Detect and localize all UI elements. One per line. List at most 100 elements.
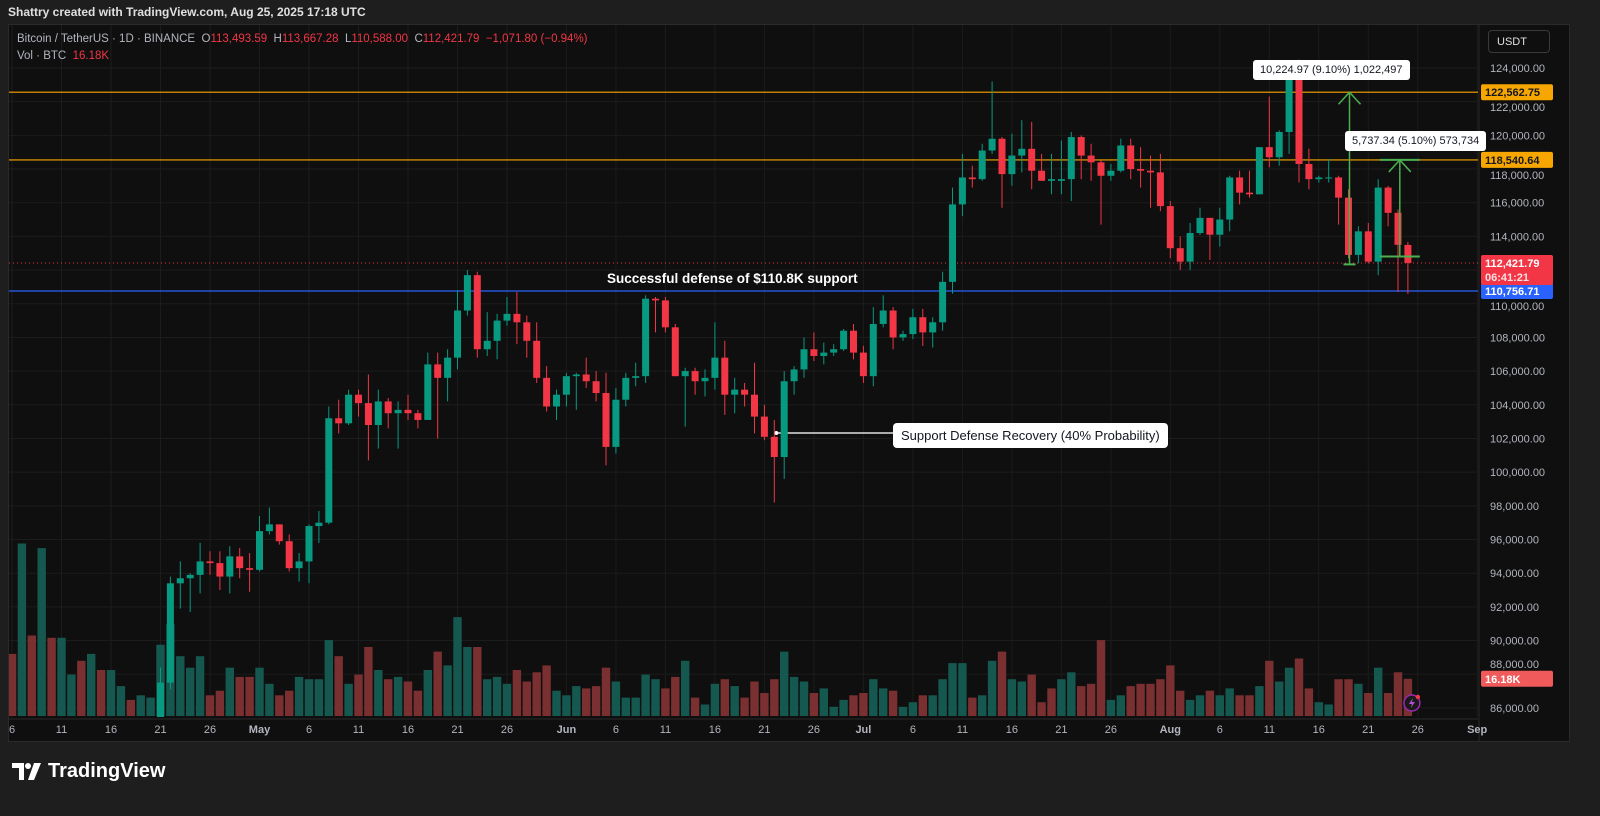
candle-body	[1226, 177, 1234, 220]
volume-bar	[1106, 699, 1116, 716]
candle-body	[1008, 155, 1016, 175]
candle-body	[434, 364, 442, 378]
resistance-price-tag-bg	[1481, 151, 1553, 168]
candle-body	[622, 377, 630, 400]
candle-body	[929, 322, 937, 333]
volume-bar	[631, 697, 640, 716]
candle-body	[1206, 217, 1214, 235]
price-tick-label: 114,000.00	[1490, 231, 1544, 243]
date-tick-label: 11	[56, 724, 67, 736]
volume-bar	[1205, 690, 1215, 716]
date-tick-label: 26	[1105, 724, 1117, 736]
date-tick-label: Aug	[1160, 724, 1181, 736]
volume-bar	[47, 637, 56, 716]
volume-bar	[1047, 688, 1056, 716]
date-tick-label: 11	[957, 724, 968, 736]
volume-bar	[869, 679, 878, 716]
candle-body	[751, 394, 758, 417]
volume-bar	[661, 688, 670, 716]
volume-bar	[294, 676, 304, 716]
volume-bar	[413, 690, 423, 716]
volume-tag: 16.18K	[1485, 674, 1521, 686]
candle-body	[562, 376, 570, 395]
candle-body	[1028, 148, 1036, 171]
volume-bar	[720, 679, 729, 716]
volume-bar	[1235, 695, 1244, 716]
price-tick-label: 122,000.00	[1490, 102, 1545, 114]
volume-bar	[968, 697, 977, 716]
volume-bar	[1007, 679, 1017, 716]
volume-bar	[285, 690, 294, 716]
candle-body	[949, 204, 956, 282]
candle-body	[869, 323, 877, 377]
volume-bar	[819, 688, 828, 716]
candle-body	[374, 401, 382, 426]
candle-body	[424, 364, 432, 420]
volume-bar	[780, 651, 789, 716]
volume-bar	[1334, 679, 1343, 716]
recovery-callout[interactable]: Support Defense Recovery (40% Probabilit…	[893, 423, 1168, 448]
candle-body	[1186, 233, 1194, 262]
volume-bar	[690, 697, 700, 716]
change-value: −1,071.80 (−0.94%)	[485, 33, 588, 45]
volume-bar	[473, 647, 482, 716]
volume-bar	[512, 670, 522, 716]
volume-bar	[245, 676, 254, 716]
candle-body	[968, 177, 976, 180]
bar-countdown: 06:41:21	[1485, 272, 1529, 284]
price-tick-label: 98,000.00	[1490, 501, 1539, 513]
candle-body	[899, 334, 907, 338]
candle-body	[642, 298, 650, 377]
volume-bar	[116, 686, 126, 716]
candle-body	[1077, 137, 1085, 156]
volume-bar	[958, 663, 967, 716]
volume-bar	[1086, 683, 1096, 716]
volume-bar	[126, 699, 135, 716]
volume-bar	[1136, 683, 1145, 716]
candle-body	[166, 583, 174, 683]
date-tick-label: 6	[910, 724, 916, 736]
candle-body	[1325, 177, 1333, 179]
candle-body	[701, 377, 709, 382]
volume-bar	[888, 690, 898, 716]
volume-value: 16.18K	[72, 50, 110, 62]
candle-body	[1354, 231, 1362, 255]
candle-body	[919, 317, 927, 333]
volume-bar	[621, 697, 630, 716]
volume-bar	[928, 695, 937, 716]
candle-body	[988, 138, 996, 151]
candle-body	[661, 300, 669, 328]
volume-bar	[829, 706, 838, 716]
candle-body	[770, 436, 778, 458]
resistance-price-tag: 118,540.64	[1485, 155, 1540, 167]
symbol-name[interactable]: Bitcoin / TetherUS · 1D · BINANCE	[17, 33, 196, 45]
time-axis[interactable]: 6 11 16 21 26 May 6 11 16 21 26 Jun 6 11 16 21 26 Jul 6 11 1…	[9, 724, 1488, 736]
price-tick-label: 88,000.00	[1490, 659, 1539, 671]
price-axis[interactable]: 124,000.00 122,000.00 120,000.00 118,000.00…	[1490, 63, 1545, 715]
candle-body	[384, 401, 392, 414]
date-tick-label: Sep	[1467, 724, 1487, 736]
price-tick-label: 106,000.00	[1490, 366, 1545, 378]
price-tick-label: 102,000.00	[1490, 433, 1545, 445]
volume-bar	[1255, 686, 1264, 716]
candle-body	[592, 381, 600, 394]
candle-body	[1404, 244, 1412, 263]
candle-body	[602, 393, 610, 447]
volume-bar	[1166, 665, 1175, 716]
chart-panel[interactable]	[8, 24, 1570, 742]
volume-label[interactable]: Vol · BTC	[17, 50, 67, 62]
price-tick-label: 120,000.00	[1490, 130, 1545, 142]
volume-bar	[671, 676, 680, 716]
price-tick-label: 118,000.00	[1490, 170, 1544, 182]
volume-bar	[562, 695, 571, 716]
close-label: C	[414, 33, 423, 45]
tradingview-logo[interactable]: TradingView	[12, 760, 165, 783]
currency-button[interactable]: USDT	[1488, 30, 1550, 53]
candle-body	[246, 568, 254, 570]
candle-body	[721, 357, 729, 395]
date-tick-label: 11	[660, 724, 671, 736]
candle-body	[1255, 147, 1263, 195]
volume-bar	[37, 548, 46, 716]
candle-body	[1265, 147, 1273, 158]
